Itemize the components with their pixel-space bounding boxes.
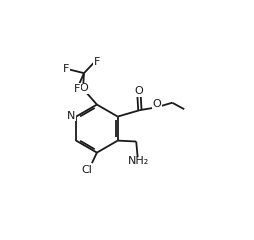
Text: O: O — [153, 99, 162, 109]
Text: F: F — [63, 64, 69, 74]
Text: NH₂: NH₂ — [128, 156, 149, 166]
Text: O: O — [135, 86, 143, 96]
Text: N: N — [67, 111, 75, 121]
Text: F: F — [94, 57, 101, 67]
Text: F: F — [73, 84, 80, 94]
Text: O: O — [79, 84, 88, 94]
Text: Cl: Cl — [81, 165, 92, 175]
